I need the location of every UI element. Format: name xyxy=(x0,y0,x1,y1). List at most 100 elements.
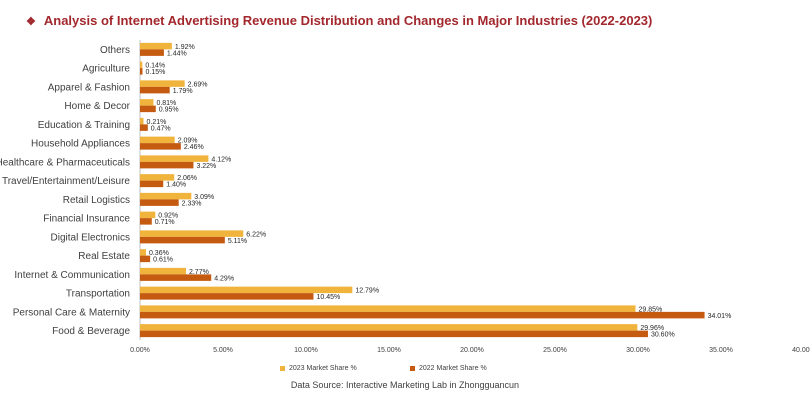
data-label: 4.12% xyxy=(211,156,231,163)
bar xyxy=(140,99,154,106)
data-label: 2.33% xyxy=(182,200,202,207)
data-label: 12.79% xyxy=(355,288,379,295)
data-label: 0.15% xyxy=(145,69,165,76)
data-label: 0.92% xyxy=(158,213,178,220)
data-label: 29.85% xyxy=(639,306,663,313)
bar xyxy=(140,42,172,50)
data-label: 1.92% xyxy=(175,44,195,51)
data-label: 2.09% xyxy=(178,138,198,145)
x-tick-label: 10.00% xyxy=(294,347,318,354)
category-label: Real Estate xyxy=(78,251,130,262)
bar xyxy=(140,105,156,113)
category-label: Food & Beverage xyxy=(52,326,130,337)
category-label: Apparel & Fashion xyxy=(48,82,130,93)
data-label: 30.60% xyxy=(651,332,675,339)
data-label: 34.01% xyxy=(708,313,732,320)
data-label: 0.95% xyxy=(159,107,179,114)
category-label: Digital Electronics xyxy=(51,232,130,243)
data-label: 5.11% xyxy=(228,238,247,245)
category-label: Household Appliances xyxy=(31,139,130,150)
category-label: Personal Care & Maternity xyxy=(13,307,130,318)
data-label: 3.22% xyxy=(196,163,216,170)
bar xyxy=(140,124,148,131)
category-label: Transportation xyxy=(66,289,130,300)
data-label: 2.77% xyxy=(189,269,209,276)
data-label: 0.81% xyxy=(156,100,176,107)
legend-swatch-2023 xyxy=(280,365,285,371)
bar xyxy=(140,61,143,69)
bar xyxy=(140,324,638,331)
data-label: 29.96% xyxy=(640,325,664,332)
data-label: 0.21% xyxy=(146,119,166,126)
bar xyxy=(140,274,212,281)
data-label: 0.47% xyxy=(151,125,171,132)
chart-title-row: ❖ Analysis of Internet Advertising Revenu… xyxy=(26,13,652,28)
data-label: 10.45% xyxy=(316,294,340,301)
x-tick-label: 20.00% xyxy=(460,347,484,354)
category-label: Others xyxy=(100,45,130,56)
legend-item-2022: 2022 Market Share % xyxy=(410,365,487,372)
bar xyxy=(140,174,175,181)
data-label: 4.29% xyxy=(214,275,234,282)
category-label: Financial Insurance xyxy=(43,214,130,225)
x-tick-label: 40.00% xyxy=(792,347,810,354)
x-tick-label: 15.00% xyxy=(377,347,401,354)
data-label: 0.14% xyxy=(145,63,165,70)
legend-label-2023: 2023 Market Share % xyxy=(289,365,357,372)
category-label: Healthcare & Pharmaceuticals xyxy=(0,157,130,168)
bar xyxy=(140,230,244,237)
bar xyxy=(140,286,353,294)
data-label: 2.69% xyxy=(188,81,208,88)
bar xyxy=(140,68,143,75)
bar xyxy=(140,211,156,219)
bar xyxy=(140,236,225,244)
bar xyxy=(140,80,185,87)
category-label: Retail Logistics xyxy=(63,195,130,206)
bar xyxy=(140,117,144,125)
bar xyxy=(140,192,192,200)
data-source-note: Data Source: Interactive Marketing Lab i… xyxy=(290,380,520,390)
data-label: 1.79% xyxy=(173,88,193,95)
diamond-icon: ❖ xyxy=(26,16,36,28)
data-label: 6.22% xyxy=(246,231,266,238)
legend-label-2022: 2022 Market Share % xyxy=(419,365,487,372)
data-label: 1.44% xyxy=(167,50,187,57)
data-label: 2.06% xyxy=(177,175,197,182)
x-tick-label: 5.00% xyxy=(213,347,233,354)
bar xyxy=(140,49,164,56)
data-label: 1.40% xyxy=(166,182,186,189)
chart-title: Analysis of Internet Advertising Revenue… xyxy=(43,13,653,28)
data-label: 2.46% xyxy=(184,144,204,151)
bar xyxy=(140,311,705,319)
data-label: 0.71% xyxy=(155,219,175,226)
bar xyxy=(140,143,181,150)
data-label: 3.09% xyxy=(194,194,214,201)
bar xyxy=(140,218,152,225)
bar xyxy=(140,293,314,300)
bar xyxy=(140,330,648,338)
category-label: Internet & Communication xyxy=(14,270,130,281)
data-label: 0.36% xyxy=(149,250,169,257)
bar xyxy=(140,255,151,263)
category-label: Home & Decor xyxy=(64,101,130,112)
bar xyxy=(140,180,164,188)
bar xyxy=(140,199,179,206)
bar xyxy=(140,86,170,94)
bar xyxy=(140,249,146,256)
x-tick-label: 25.00% xyxy=(543,347,567,354)
x-tick-label: 30.00% xyxy=(626,347,650,354)
bar xyxy=(140,305,636,312)
bar xyxy=(140,136,175,144)
category-label: Education & Training xyxy=(38,120,130,131)
legend-swatch-2022 xyxy=(410,365,415,371)
legend-item-2023: 2023 Market Share % xyxy=(280,365,357,372)
category-label: Agriculture xyxy=(82,64,130,75)
x-tick-label: 35.00% xyxy=(709,347,733,354)
bar xyxy=(140,155,209,162)
x-tick-label: 0.00% xyxy=(130,347,150,354)
data-label: 0.61% xyxy=(153,257,173,264)
category-label: Travel/Entertainment/Leisure xyxy=(2,176,130,187)
bar xyxy=(140,161,194,169)
bar xyxy=(140,267,186,275)
